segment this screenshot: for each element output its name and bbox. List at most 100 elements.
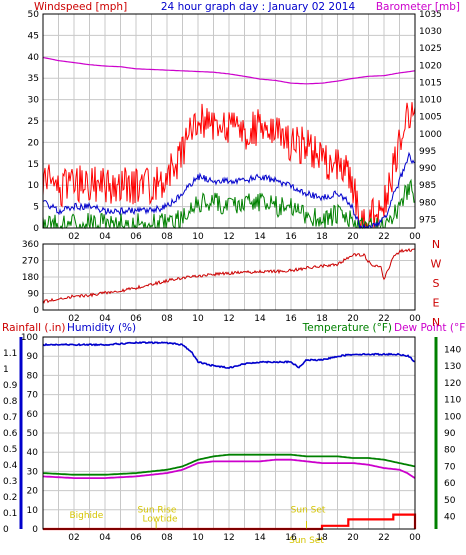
climate-x-tick: 14 — [254, 533, 266, 543]
wind-x-tick: 10 — [192, 232, 204, 242]
barometer-tick: 985 — [419, 181, 436, 191]
wind-x-tick: 00 — [409, 232, 421, 242]
direction-x-tick: 10 — [192, 314, 204, 324]
rainfall-tick: 0.1 — [3, 509, 17, 519]
wind-panel-frame — [42, 13, 416, 229]
humidity-tick: 40 — [27, 448, 39, 458]
climate-x-tick: 00 — [409, 533, 421, 543]
climate-x-tick: 20 — [347, 533, 359, 543]
climate-x-tick: 04 — [99, 533, 111, 543]
direction-x-tick: 02 — [68, 314, 79, 324]
compass-label: E — [433, 297, 440, 310]
wind-x-tick: 06 — [130, 232, 142, 242]
direction-x-tick: 16 — [285, 314, 297, 324]
wind-x-tick: 16 — [285, 232, 297, 242]
barometer-tick: 1035 — [419, 10, 442, 20]
compass-label: W — [431, 258, 442, 271]
rainfall-tick: 1.1 — [3, 349, 17, 359]
rainfall-tick: 0.5 — [3, 445, 17, 455]
temperature-axis-title: Temperature (°F) — [302, 322, 392, 334]
windspeed-tick: 25 — [28, 117, 39, 127]
wind-x-tick: 02 — [68, 232, 79, 242]
direction-x-tick: 08 — [161, 314, 173, 324]
climate-x-tick: 12 — [223, 533, 234, 543]
temperature-line — [42, 453, 416, 476]
direction-x-tick: 20 — [347, 314, 359, 324]
direction-tick: 180 — [22, 273, 39, 283]
rainfall-axis-title: Rainfall (.in) — [2, 322, 65, 334]
climate-x-tick: 08 — [161, 533, 173, 543]
temperature-tick: 60 — [444, 479, 456, 489]
panel-titles: Windspeed [mph] 24 hour graph day : Janu… — [2, 1, 466, 334]
wind-x-tick: 18 — [316, 232, 328, 242]
direction-tick: 360 — [22, 240, 39, 250]
humidity-tick: 0 — [32, 525, 38, 535]
wind-x-tick: 20 — [347, 232, 359, 242]
windspeed-axis-title: Windspeed [mph] — [34, 1, 127, 13]
humidity-tick: 60 — [27, 410, 39, 420]
barometer-tick: 995 — [419, 147, 436, 157]
humidity-axis-title: Humidity (%) — [67, 322, 136, 334]
windspeed-tick: 50 — [28, 10, 40, 20]
humidity-line — [42, 341, 415, 370]
windspeed-tick: 15 — [28, 160, 39, 170]
direction-x-tick: 12 — [223, 314, 234, 324]
direction-x-tick: 14 — [254, 314, 266, 324]
dew-point-line — [42, 458, 416, 480]
direction-tick: 270 — [22, 257, 39, 267]
barometer-tick: 1015 — [419, 78, 442, 88]
humidity-tick: 100 — [21, 333, 38, 343]
temperature-tick: 140 — [444, 346, 461, 356]
humidity-tick: 70 — [27, 391, 39, 401]
climate-x-tick: 06 — [130, 533, 142, 543]
wind-x-tick: 08 — [161, 232, 173, 242]
barometer-tick: 1000 — [419, 130, 442, 140]
compass-label: N — [432, 238, 440, 251]
barometer-tick: 975 — [419, 215, 436, 225]
wind-average-line — [42, 151, 416, 230]
barometer-tick: 990 — [419, 164, 436, 174]
direction-x-tick: 18 — [316, 314, 328, 324]
temperature-tick: 110 — [444, 396, 461, 406]
wind-x-tick: 22 — [378, 232, 389, 242]
axis-labels: 0510152025303540455097598098599099510001… — [3, 10, 461, 546]
wind-x-tick: 04 — [99, 232, 111, 242]
direction-x-tick: 06 — [130, 314, 142, 324]
humidity-tick: 90 — [27, 352, 39, 362]
compass-label: N — [432, 316, 440, 329]
windspeed-tick: 0 — [33, 224, 39, 234]
windspeed-tick: 10 — [28, 181, 40, 191]
astro-label: Bighide — [69, 511, 103, 521]
windspeed-tick: 45 — [28, 31, 39, 41]
humidity-tick: 30 — [27, 467, 39, 477]
rainfall-tick: 0.7 — [3, 413, 17, 423]
temperature-tick: 70 — [444, 462, 456, 472]
temperature-tick: 40 — [444, 512, 456, 522]
humidity-tick: 50 — [27, 429, 39, 439]
barometer-tick: 1025 — [419, 44, 442, 54]
rainfall-tick: 0.2 — [3, 493, 17, 503]
humidity-tick: 80 — [27, 371, 39, 381]
direction-tick: 0 — [33, 306, 39, 316]
direction-panel-frame — [42, 243, 416, 311]
rainfall-tick: 0.9 — [3, 381, 18, 391]
humidity-tick: 20 — [27, 487, 39, 497]
temperature-tick: 80 — [444, 446, 456, 456]
windspeed-tick: 35 — [28, 74, 39, 84]
rainfall-tick: 0 — [3, 525, 9, 535]
astro-label: Sun Set — [291, 506, 326, 516]
barometer-tick: 1010 — [419, 96, 442, 106]
barometer-tick: 980 — [419, 198, 436, 208]
temperature-tick: 90 — [444, 429, 456, 439]
rainfall-tick: 0.8 — [3, 397, 18, 407]
direction-x-tick: 00 — [409, 314, 421, 324]
rainfall-tick: 0.6 — [3, 429, 18, 439]
direction-x-tick: 22 — [378, 314, 389, 324]
temperature-tick: 120 — [444, 379, 461, 389]
climate-x-tick: 10 — [192, 533, 204, 543]
climate-x-tick: 18 — [316, 533, 328, 543]
wind-direction-line — [42, 248, 416, 304]
barometer-line — [42, 56, 416, 85]
rainfall-tick: 0.3 — [3, 477, 17, 487]
wind-x-tick: 12 — [223, 232, 234, 242]
